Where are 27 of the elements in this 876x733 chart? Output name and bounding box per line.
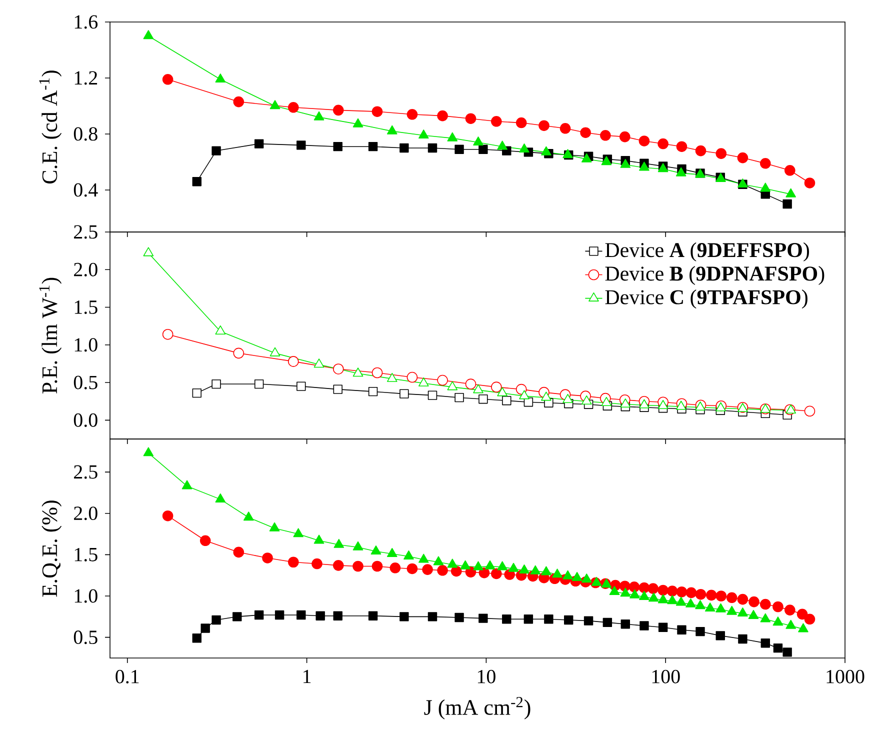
x-tick-label: 0.1: [116, 670, 139, 684]
legend-label: Device A (9DEFFSPO): [605, 242, 810, 262]
y-tick-label: 0.8: [74, 127, 98, 141]
y-tick-label: 2.0: [74, 262, 98, 276]
y-tick-label: 1.5: [74, 300, 98, 314]
x-tick-label: 100: [652, 670, 680, 684]
y-tick-label: 1.2: [74, 71, 98, 85]
y-tick-label: 2.5: [74, 225, 98, 239]
y-tick-label: 1.0: [74, 589, 98, 603]
y-axis-title: E.Q.E. (%): [42, 500, 62, 597]
y-tick-label: 0.5: [74, 630, 98, 644]
y-tick-label: 0.5: [74, 376, 98, 390]
y-tick-label: 2.0: [74, 506, 98, 520]
y-tick-label: 1.6: [74, 15, 98, 29]
x-tick-label: 1000: [826, 670, 864, 684]
y-axis-title: P.E. (lm W$^{-1}$): [39, 278, 62, 394]
y-tick-label: 2.5: [74, 465, 98, 479]
y-tick-label: 0.0: [74, 413, 98, 427]
y-tick-label: 0.4: [74, 183, 98, 197]
legend-label: Device C (9TPAFSPO): [605, 290, 808, 309]
y-axis-title: C.E. (cd A$^{-1}$): [39, 70, 62, 184]
legend-label: Device B (9DPNAFSPO): [605, 266, 824, 286]
x-tick-label: 1: [304, 670, 311, 684]
x-tick-label: 10: [478, 670, 496, 684]
y-tick-label: 1.0: [74, 338, 98, 352]
y-tick-label: 1.5: [74, 548, 98, 562]
x-axis-title: J (mA cm$^{-2}$): [424, 696, 530, 720]
